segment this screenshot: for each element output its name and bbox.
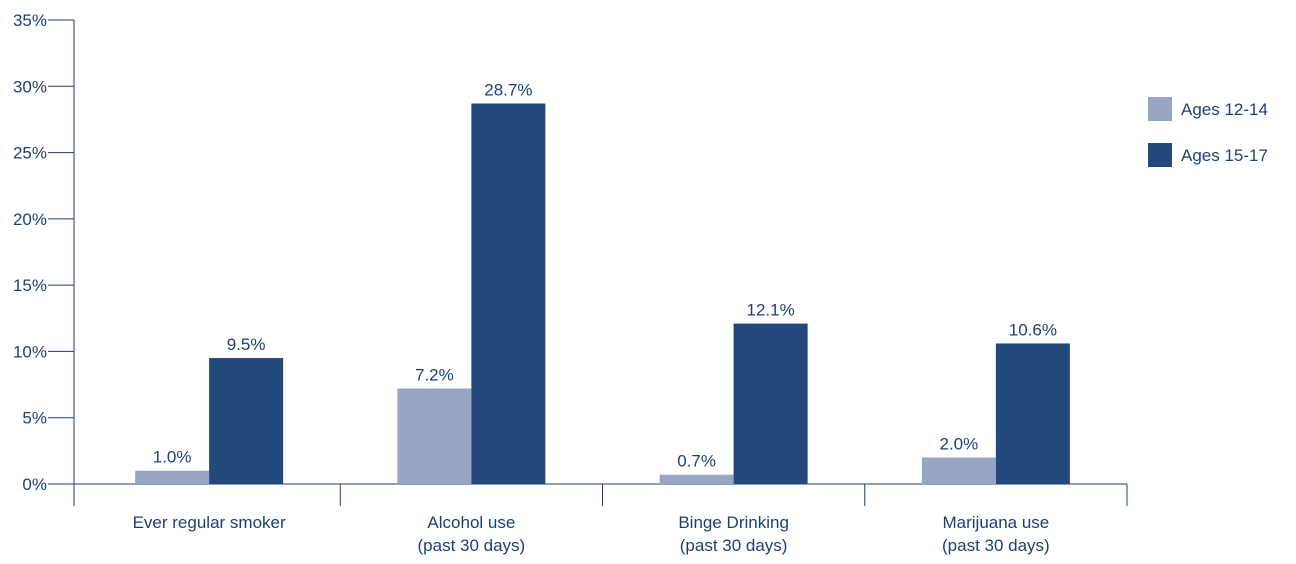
category-label-line: Marijuana use [942, 513, 1049, 532]
bar [135, 470, 210, 484]
category-label: Ever regular smoker [133, 513, 286, 532]
y-tick-label: 30% [13, 77, 47, 96]
legend: Ages 12-14 Ages 15-17 [1148, 97, 1268, 167]
bar [209, 358, 284, 484]
bar-value-label: 1.0% [153, 448, 192, 467]
bar-value-label: 10.6% [1009, 320, 1057, 339]
y-tick-label: 25% [13, 144, 47, 163]
bar [733, 323, 808, 484]
legend-swatch [1148, 97, 1172, 121]
y-tick-label: 5% [22, 409, 47, 428]
category-label-line: (past 30 days) [418, 536, 526, 555]
bar-value-label: 0.7% [677, 452, 716, 471]
category-label-line: (past 30 days) [680, 536, 788, 555]
x-axis: Ever regular smoker Alcohol use (past 30 d… [74, 483, 1128, 555]
bar-value-label: 12.1% [747, 301, 795, 320]
legend-swatch [1148, 143, 1172, 167]
y-tick-label: 15% [13, 276, 47, 295]
bars: 1.0% 7.2% 0.7% 2.0% 9.5% 28.7% 12.1% 10.6% [135, 81, 1070, 485]
y-tick-label: 20% [13, 210, 47, 229]
bar-value-label: 2.0% [940, 434, 979, 453]
legend-label: Ages 15-17 [1181, 146, 1268, 165]
legend-label: Ages 12-14 [1181, 100, 1268, 119]
bar-value-label: 9.5% [227, 335, 266, 354]
y-tick-label: 35% [13, 11, 47, 30]
bar [921, 457, 996, 484]
category-label: Binge Drinking (past 30 days) [678, 513, 789, 555]
bar-value-label: 28.7% [484, 81, 532, 100]
y-tick-label: 0% [22, 475, 47, 494]
category-label-line: Binge Drinking [678, 513, 789, 532]
category-label-line: Ever regular smoker [133, 513, 286, 532]
bar-value-label: 7.2% [415, 366, 454, 385]
bar [659, 474, 734, 484]
y-tick-label: 10% [13, 342, 47, 361]
category-label-line: (past 30 days) [942, 536, 1050, 555]
category-label: Marijuana use (past 30 days) [942, 513, 1050, 555]
bar [995, 343, 1070, 484]
bar [471, 103, 546, 485]
category-label-line: Alcohol use [427, 513, 515, 532]
bar [397, 388, 472, 484]
category-label: Alcohol use (past 30 days) [418, 513, 526, 555]
y-axis: 0% 5% 10% 15% 20% 25% 30% 35% [13, 11, 75, 506]
